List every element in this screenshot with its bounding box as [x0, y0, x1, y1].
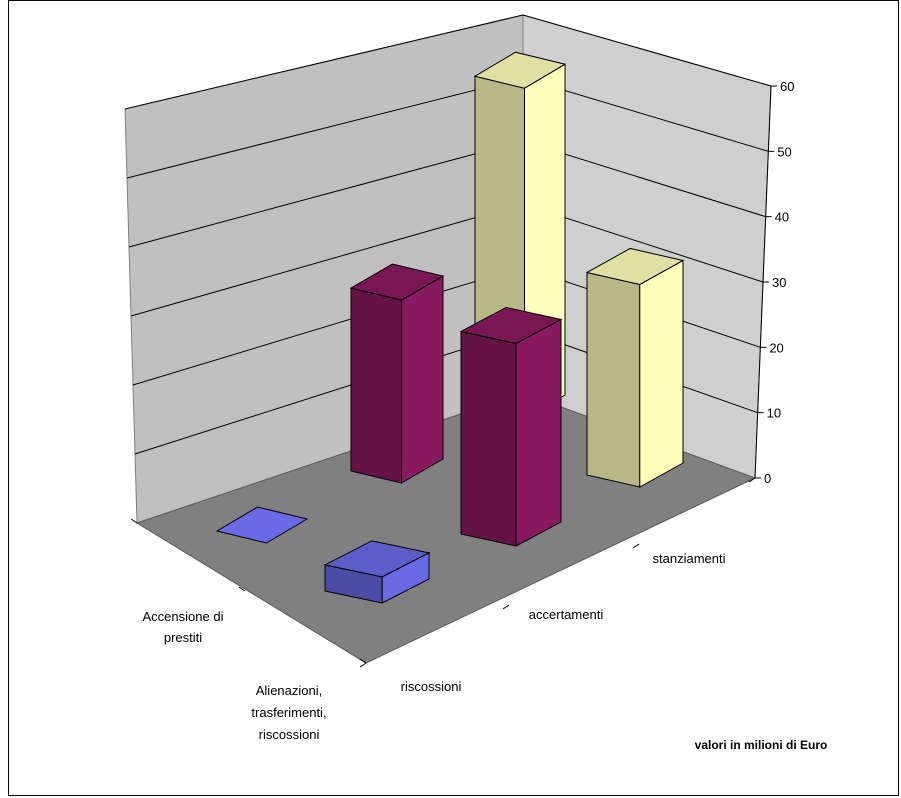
chart-3d-column: 0 10 20 30 40 50 60 Accensione di prestiti Ali…: [124, 14, 828, 752]
y-axis-line: [754, 85, 772, 479]
series-label-back-line2: prestiti: [164, 630, 202, 645]
bar-front-face: [515, 318, 562, 547]
bar-top-face: [459, 306, 563, 344]
category-label-riscossioni: riscossioni: [401, 679, 462, 694]
unit-note: valori in milioni di Euro: [695, 738, 828, 752]
series-label-back-line1: Accensione di: [143, 609, 224, 624]
category-tick-1: [502, 604, 510, 610]
bar-top-face: [323, 540, 431, 578]
y-tick-label-60: 60: [780, 79, 794, 94]
gridline-60: [124, 14, 772, 110]
category-label-accertamenti: accertamenti: [529, 607, 604, 622]
axis-labels: Accensione di prestiti Alienazioni, tras…: [143, 551, 828, 752]
bar-top-flat: [215, 506, 309, 544]
bar-stanziamenti-series-0: [585, 247, 685, 488]
bar-riscossioni-series-1: [215, 506, 309, 544]
series-label-front-line2: trasferimenti,: [251, 705, 326, 720]
series-tick-0: [130, 518, 138, 524]
bar-side-face: [586, 271, 641, 488]
chart-frame: 0 10 20 30 40 50 60 Accensione di prestiti Ali…: [8, 0, 899, 796]
series-tick-1: [238, 586, 246, 592]
y-tick-label-30: 30: [772, 275, 786, 290]
bar-side-face: [460, 330, 517, 547]
y-axis-ticks: 0 10 20 30 40 50 60: [130, 79, 794, 668]
bar-side-face: [350, 287, 403, 484]
bar-top-face: [349, 263, 445, 301]
bar-top-face: [473, 51, 567, 89]
series-label-front-line3: riscossioni: [259, 727, 320, 742]
bar-front-face: [401, 275, 444, 484]
y-tick-label-0: 0: [764, 471, 771, 486]
y-tick-label-40: 40: [775, 210, 789, 225]
category-tick-2: [632, 543, 640, 549]
bar-accertamenti-series-1: [349, 263, 445, 484]
bar-top-face: [585, 247, 685, 285]
y-tick-label-50: 50: [777, 144, 791, 159]
bar-riscossioni-series-0: [323, 540, 431, 604]
bars: [215, 51, 685, 604]
bar-accertamenti-series-0: [459, 306, 563, 547]
y-tick-label-10: 10: [767, 406, 781, 421]
category-tick-0: [359, 662, 367, 668]
series-label-front-line1: Alienazioni,: [256, 683, 323, 698]
category-label-stanziamenti: stanziamenti: [653, 551, 726, 566]
category-tick-3: [748, 477, 756, 483]
series-tick-2: [359, 658, 367, 664]
bar-front-face: [639, 259, 684, 488]
y-tick-label-20: 20: [769, 340, 783, 355]
